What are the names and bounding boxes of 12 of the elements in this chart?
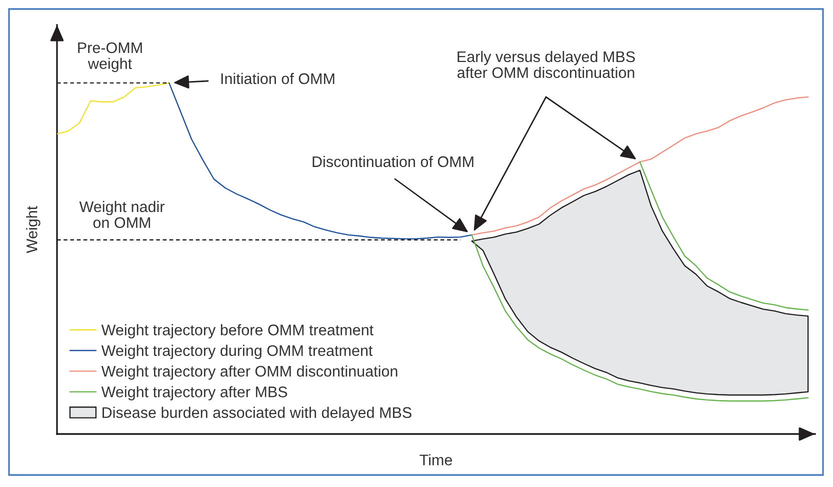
legend-label: Weight trajectory after OMM discontinuation [101,365,398,380]
legend-label: Weight trajectory after MBS [101,386,288,400]
annotation: Disease burden associated with delayed MBS [102,406,412,422]
x-axis-title: Time [420,454,452,466]
annotation: Initiation of OMM [221,72,334,84]
legend-label: Weight trajectory during OMM treatment [101,344,373,360]
legend-label: Weight trajectory before OMM treatment [101,324,374,338]
text: Early versus delayed MBS after OMM discontinuation [457,50,635,78]
annotation: Weight nadir on OMM [79,200,164,228]
text: Pre-OMM weight [78,42,142,72]
annotation: Discontinuation of OMM [312,156,474,168]
y-axis-title: Weight [26,206,40,254]
